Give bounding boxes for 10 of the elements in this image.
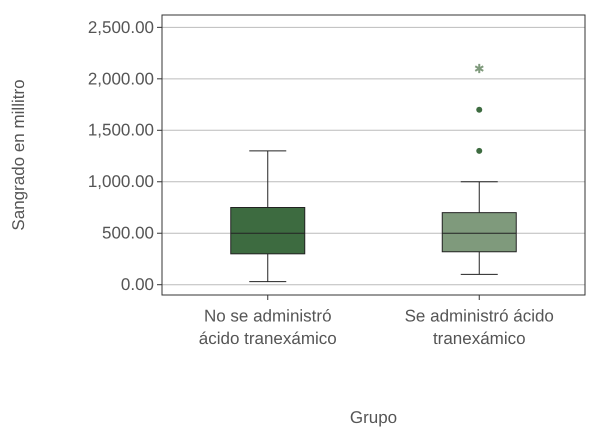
y-tick-label: 1,000.00 [88, 172, 154, 192]
y-tick-label: 2,500.00 [88, 18, 154, 37]
y-tick-label: 500.00 [102, 224, 154, 243]
y-tick-label: 0.00 [120, 275, 154, 294]
y-axis-title: Sangrado en millitro [9, 79, 28, 231]
y-tick-label: 2,000.00 [88, 69, 154, 88]
x-tick-label: No se administró ácido tranexámico [198, 306, 337, 348]
y-tick-label: 1,500.00 [88, 120, 154, 140]
x-axis-title: Grupo [350, 408, 398, 427]
x-tick-label: Se administró ácido tranexámico [404, 306, 554, 348]
